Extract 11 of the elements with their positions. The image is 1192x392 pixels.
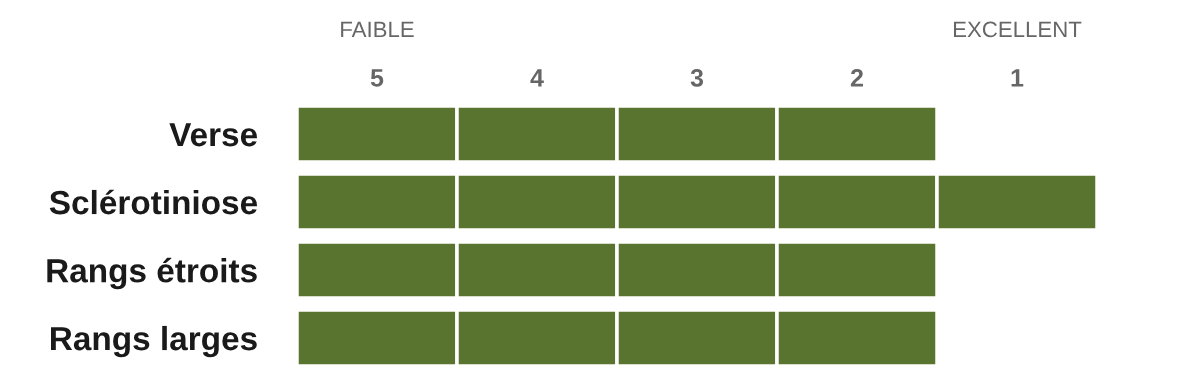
y-tick-label: Sclérotiniose — [49, 189, 257, 215]
x-tick-label: 4 — [530, 69, 544, 87]
y-tick-label: Rangs étroits — [47, 257, 257, 290]
x-tick-label: 2 — [850, 69, 863, 87]
y-tick-label: Verse — [169, 123, 257, 147]
y-tick-label: Rangs larges — [51, 325, 257, 358]
text: EXCELLENT — [953, 21, 1082, 38]
x-tick-label: 3 — [690, 69, 704, 87]
text: FAIBLE — [341, 21, 414, 38]
x-tick-label: 1 — [1011, 69, 1024, 87]
x-tick-label: 5 — [370, 69, 384, 87]
